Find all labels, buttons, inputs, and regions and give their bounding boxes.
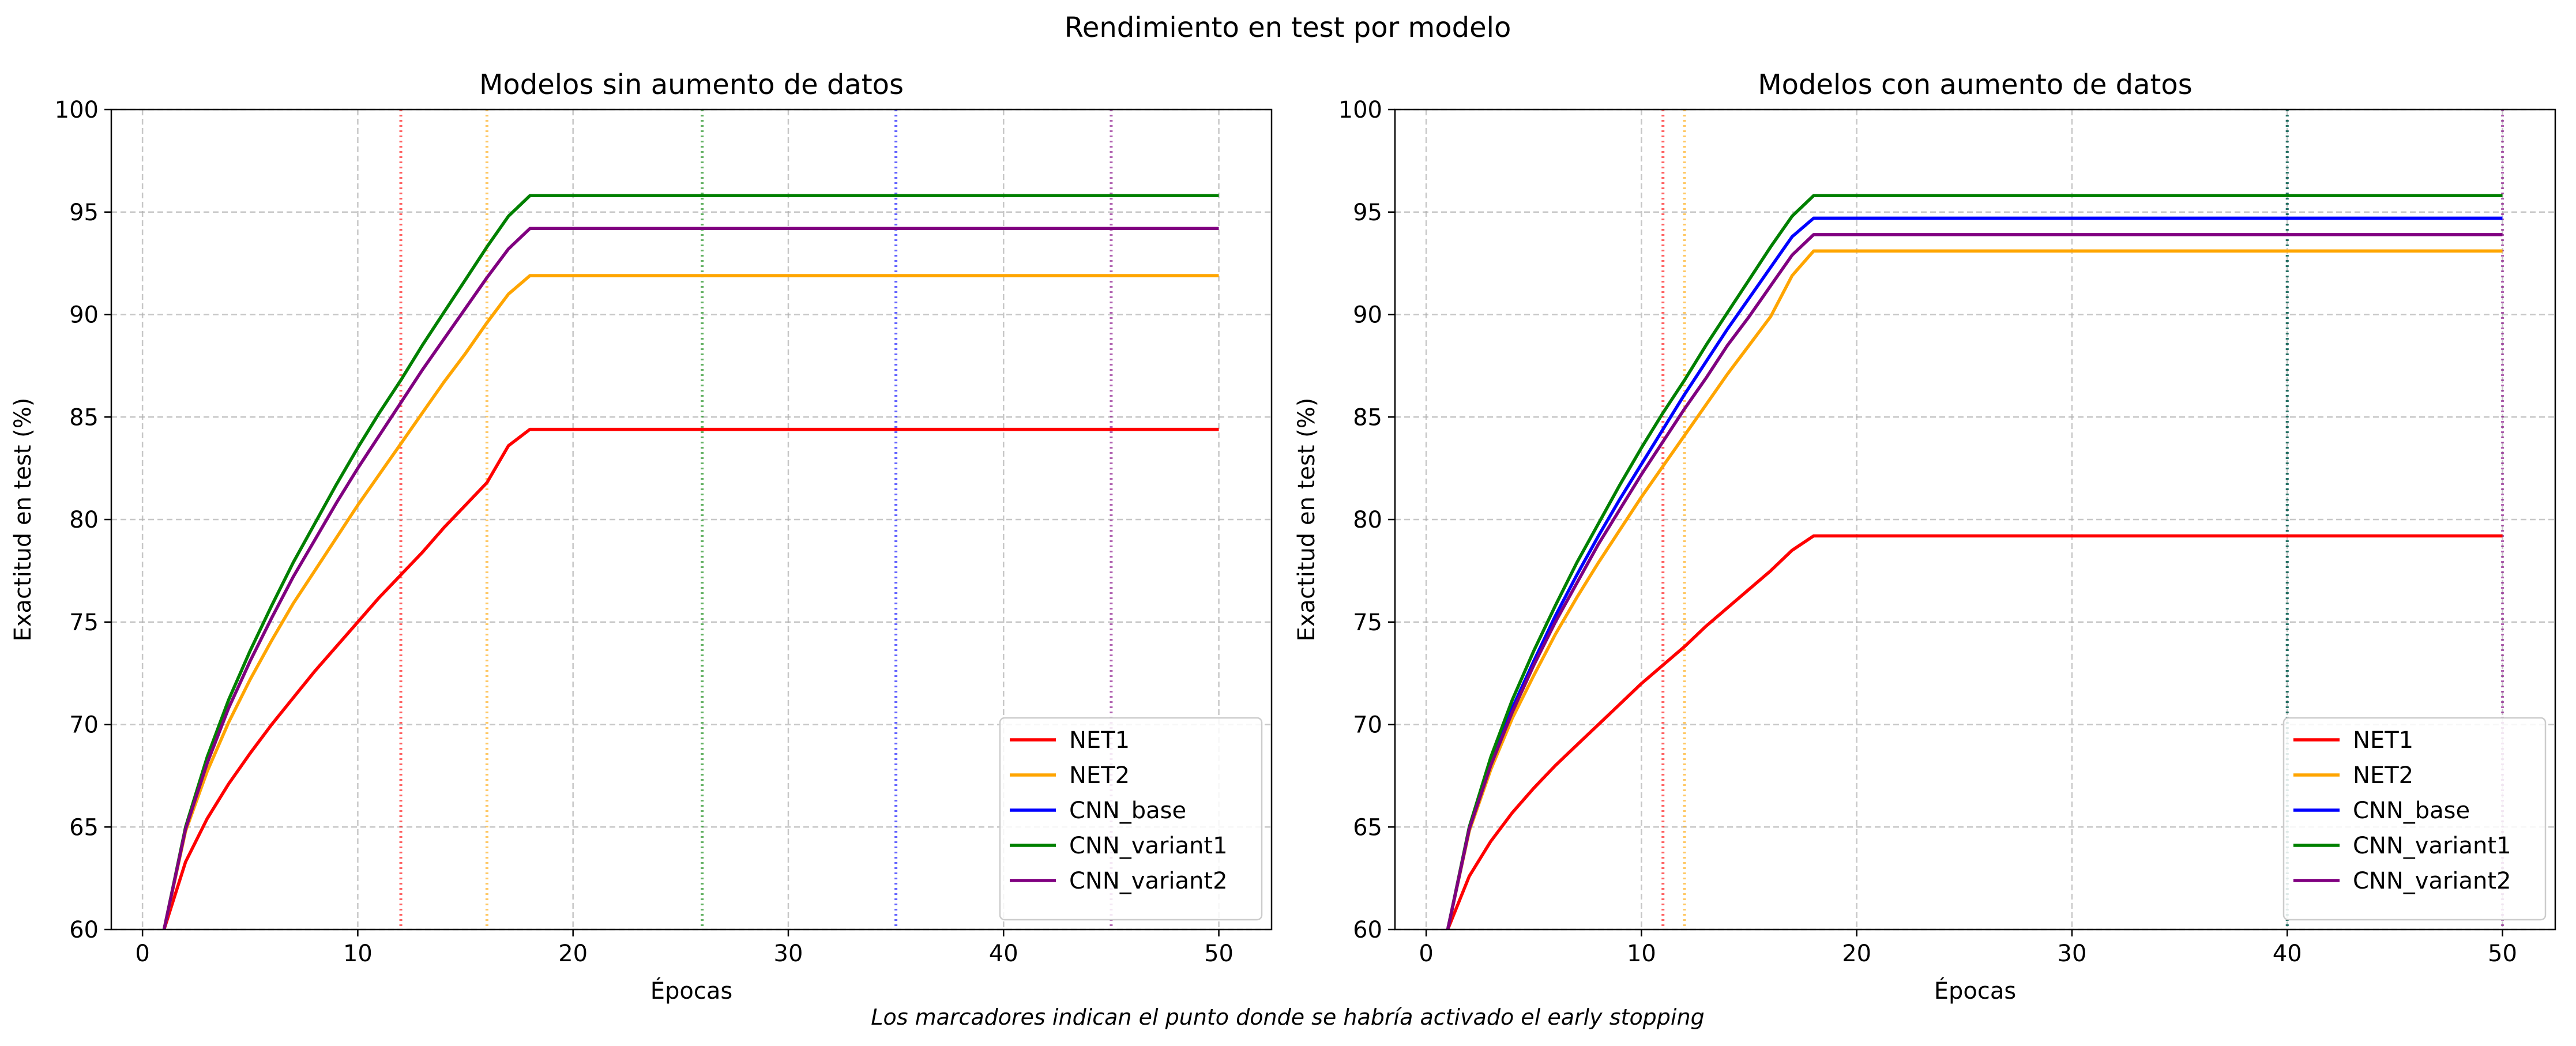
y-tick-label: 95	[1353, 200, 1382, 226]
y-tick-label: 100	[55, 97, 99, 123]
x-tick-label: 30	[774, 940, 803, 967]
x-tick-label: 50	[1204, 940, 1234, 967]
series-line	[1446, 249, 2503, 930]
x-axis-label: Épocas	[1934, 977, 2016, 1004]
legend-label: CNN_variant2	[1069, 868, 1228, 894]
left-plot: 0 10 20 30 40 50 60 65 70 75 80 85 90 95 100 Modelos si…	[10, 69, 1273, 1004]
series-line	[162, 194, 1219, 930]
legend-label: CNN_variant1	[1069, 833, 1228, 859]
series-line	[1446, 216, 2503, 930]
x-tick-label: 40	[2273, 940, 2302, 967]
legend: NET1 NET2 CNN_base CNN_variant1 CNN_variant2	[2282, 717, 2547, 921]
y-tick-label: 85	[69, 404, 99, 431]
legend-label: CNN_base	[2353, 797, 2470, 824]
axes-title: Modelos con aumento de datos	[1758, 69, 2193, 101]
y-tick-label: 65	[1353, 814, 1382, 841]
x-axis-label: Épocas	[650, 977, 732, 1004]
x-tick-label: 0	[135, 940, 149, 967]
y-axis-label: Exactitud en test (%)	[1293, 398, 1320, 642]
series-line	[1446, 194, 2503, 930]
legend: NET1 NET2 CNN_base CNN_variant1 CNN_variant2	[999, 717, 1263, 921]
legend-label: CNN_variant2	[2353, 868, 2511, 894]
y-tick-label: 90	[69, 302, 99, 329]
x-tick-label: 20	[558, 940, 588, 967]
axes-title: Modelos sin aumento de datos	[479, 69, 904, 101]
x-tick-label: 50	[2488, 940, 2517, 967]
y-tick-label: 80	[1353, 507, 1382, 533]
y-tick-label: 80	[69, 507, 99, 533]
x-tick-label: 40	[989, 940, 1018, 967]
legend-label: NET2	[1069, 762, 1130, 789]
y-tick-label: 100	[1338, 97, 1382, 123]
y-axis-label: Exactitud en test (%)	[10, 398, 36, 642]
x-tick-label: 10	[1627, 940, 1656, 967]
series-line	[162, 274, 1219, 930]
y-tick-label: 65	[69, 814, 99, 841]
series-line	[162, 227, 1219, 930]
right-plot: 0 10 20 30 40 50 60 65 70 75 80 85 90 95 100 Modelos co…	[1293, 69, 2556, 1004]
y-tick-label: 70	[1353, 712, 1382, 739]
legend-box	[999, 717, 1263, 921]
series-line	[1446, 233, 2503, 930]
y-tick-label: 75	[69, 609, 99, 636]
figure-footnote: Los marcadores indican el punto donde se…	[871, 1004, 1704, 1030]
y-tick-label: 95	[69, 200, 99, 226]
plot-area	[1446, 110, 2504, 930]
legend-label: NET1	[2353, 727, 2413, 754]
series-line	[162, 427, 1219, 930]
legend-label: CNN_variant1	[2353, 833, 2511, 859]
legend-label: NET2	[2353, 762, 2413, 789]
plot-area	[162, 110, 1219, 930]
y-tick-label: 75	[1353, 609, 1382, 636]
figure-suptitle: Rendimiento en test por modelo	[1065, 12, 1511, 44]
y-tick-label: 60	[69, 917, 99, 943]
y-tick-label: 60	[1353, 917, 1382, 943]
x-tick-label: 10	[343, 940, 373, 967]
legend-label: CNN_base	[1069, 797, 1186, 824]
y-tick-label: 70	[69, 712, 99, 739]
legend-box	[2282, 717, 2547, 921]
y-tick-label: 90	[1353, 302, 1382, 329]
x-tick-label: 30	[2058, 940, 2087, 967]
y-tick-label: 85	[1353, 404, 1382, 431]
series-line	[1446, 534, 2503, 930]
x-tick-label: 20	[1842, 940, 1871, 967]
x-tick-label: 0	[1419, 940, 1433, 967]
legend-label: NET1	[1069, 727, 1130, 754]
